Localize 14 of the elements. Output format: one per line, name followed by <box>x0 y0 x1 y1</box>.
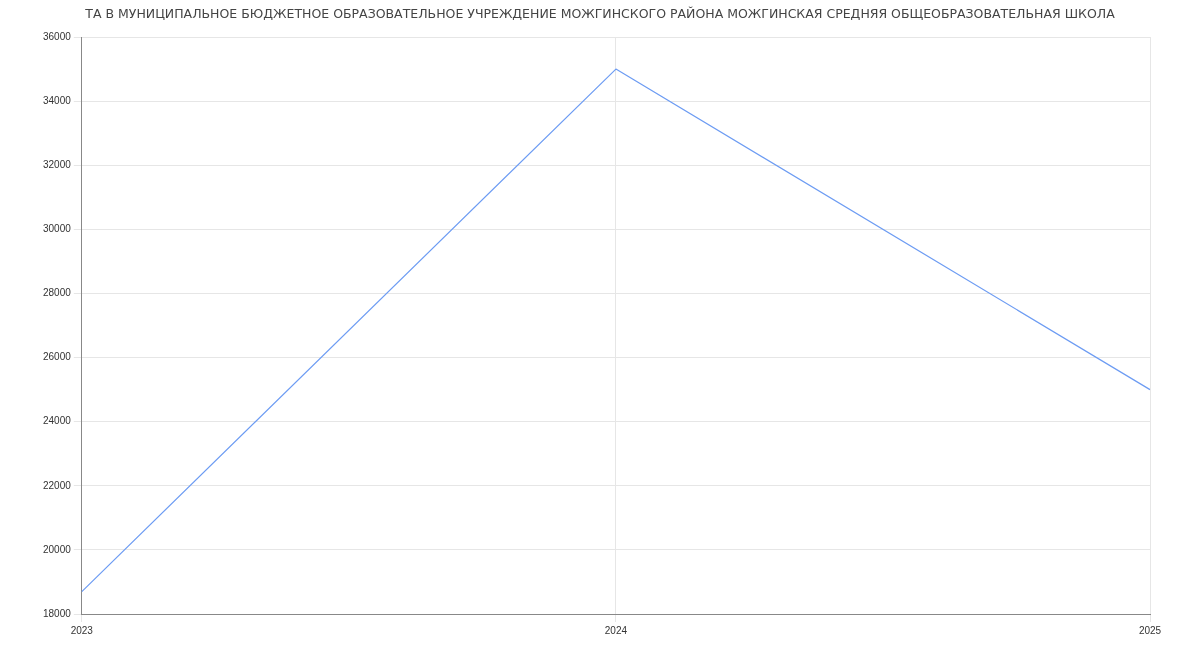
x-tick-label: 2025 <box>1138 624 1162 636</box>
y-tick-label: 26000 <box>43 351 72 363</box>
y-tick-label: 18000 <box>43 607 72 619</box>
y-tick-label: 24000 <box>43 415 72 427</box>
y-tick-label: 32000 <box>43 158 72 170</box>
y-tick-label: 22000 <box>43 479 72 491</box>
x-tick-label: 2024 <box>604 624 628 636</box>
y-tick-label: 28000 <box>43 287 72 299</box>
y-tick-label: 30000 <box>43 223 72 235</box>
chart-title: ТА В МУНИЦИПАЛЬНОЕ БЮДЖЕТНОЕ ОБРАЗОВАТЕЛЬНОЕ УЧРЕЖДЕНИЕ МОЖГИНСКОГО РАЙОНА МОЖГИНСКАЯ СРЕДНЯЯ ОБЩЕОБРАЗОВАТЕЛЬНАЯ ШКОЛА <box>84 5 1116 23</box>
y-tick-label: 34000 <box>43 94 72 106</box>
y-tick-label: 36000 <box>43 30 72 42</box>
x-tick-label: 2023 <box>70 624 94 636</box>
y-tick-label: 20000 <box>43 543 72 555</box>
